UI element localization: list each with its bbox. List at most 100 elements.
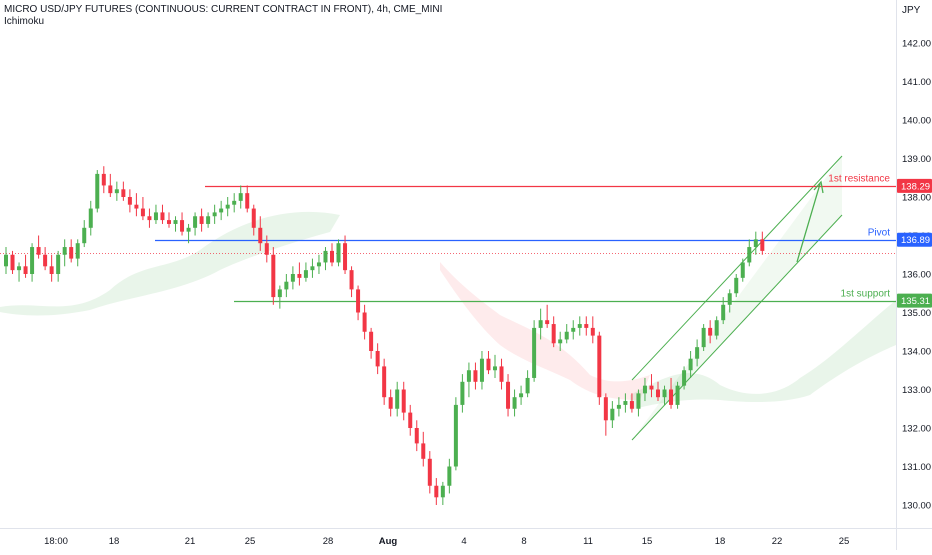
candle-body <box>460 381 465 405</box>
candle-body <box>95 173 100 209</box>
candle-body <box>336 243 341 263</box>
candle-body <box>532 327 537 378</box>
candle-body <box>245 193 250 209</box>
level-label: 1st support <box>841 289 891 300</box>
y-tick-label: 136.00 <box>902 270 931 281</box>
chart-header: MICRO USD/JPY FUTURES (CONTINUOUS: CURRE… <box>4 4 442 28</box>
candle-body <box>388 397 393 409</box>
candle-body <box>271 254 276 298</box>
candle-body <box>571 327 576 332</box>
cloud-bearish <box>440 262 650 400</box>
candle-body <box>310 266 315 271</box>
candle-body <box>36 247 41 255</box>
candle-body <box>453 404 458 467</box>
x-tick-label: 4 <box>461 536 466 547</box>
candle-body <box>238 193 243 201</box>
candle-body <box>232 200 237 205</box>
candle-body <box>662 389 667 398</box>
candle-body <box>564 331 569 340</box>
candle-body <box>323 250 328 263</box>
candle-body <box>23 266 28 274</box>
channel-lower-line <box>631 214 843 441</box>
candle-body <box>75 243 80 259</box>
candle-body <box>486 358 491 371</box>
price-tag-label: 135.31 <box>901 296 930 307</box>
indicator-label: Ichimoku <box>4 16 45 27</box>
candle-body <box>108 185 113 194</box>
x-tick-label: 25 <box>839 536 850 547</box>
chart-title: MICRO USD/JPY FUTURES (CONTINUOUS: CURRE… <box>4 4 443 15</box>
candle-body <box>147 216 152 221</box>
candle-body <box>629 401 634 409</box>
candle-body <box>49 266 54 274</box>
price-tag <box>897 232 932 247</box>
candle-body <box>688 358 693 371</box>
x-tick-label: Aug <box>379 536 398 547</box>
candle-body <box>408 412 413 428</box>
candle-body <box>69 247 74 259</box>
candle-body <box>264 243 269 255</box>
candle-body <box>525 377 530 394</box>
candle-body <box>303 270 308 278</box>
candle-body <box>649 385 654 390</box>
candle-body <box>695 347 700 359</box>
candle-body <box>62 247 67 255</box>
candle-body <box>753 239 758 248</box>
price-tag-label: 136.89 <box>901 235 930 246</box>
candle-body <box>290 274 295 282</box>
candle-body <box>297 274 302 278</box>
candle-body <box>682 370 687 386</box>
candle-body <box>623 401 628 405</box>
candle-body <box>316 262 321 267</box>
candle-body <box>545 320 550 325</box>
projection-arrow-head <box>813 180 824 194</box>
candle-body <box>466 370 471 382</box>
y-tick-label: 141.00 <box>902 77 931 88</box>
candle-body <box>10 254 15 271</box>
candle-body <box>258 227 263 244</box>
candle-body <box>82 227 87 244</box>
candle-body <box>206 216 211 224</box>
y-tick-label: 133.00 <box>902 385 931 396</box>
candle-body <box>362 312 367 332</box>
candle-body <box>538 320 543 328</box>
candle-body <box>479 358 484 382</box>
candle-body <box>134 204 139 209</box>
candle-body <box>160 212 165 221</box>
candle-body <box>642 385 647 394</box>
candle-body <box>734 277 739 294</box>
candle-body <box>153 212 158 221</box>
candle-body <box>512 397 517 409</box>
candle-body <box>4 254 8 267</box>
candle-body <box>225 204 230 209</box>
candle-body <box>356 289 361 313</box>
candle-body <box>440 485 445 498</box>
candle-body <box>193 216 198 228</box>
candle-body <box>114 189 119 194</box>
y-tick-label: 135.00 <box>902 308 931 319</box>
candle-body <box>584 324 589 328</box>
x-tick-label: 28 <box>323 536 334 547</box>
y-tick-label: 130.00 <box>902 501 931 512</box>
level-label: Pivot <box>868 228 890 239</box>
y-tick-label: 132.00 <box>902 424 931 435</box>
y-tick-label: 140.00 <box>902 116 931 127</box>
candle-body <box>382 366 387 398</box>
candle-body <box>56 254 61 274</box>
candle-body <box>558 339 563 344</box>
candle-body <box>251 208 256 228</box>
x-tick-label: 18:00 <box>44 536 68 547</box>
cloud-bullish <box>0 211 340 316</box>
candle-body <box>212 212 217 217</box>
candle-body <box>610 408 615 421</box>
candle-body <box>186 227 191 232</box>
candle-body <box>747 247 752 263</box>
candle-body <box>551 324 556 344</box>
x-tick-label: 8 <box>521 536 526 547</box>
candle-body <box>669 389 674 405</box>
cloud-bullish-2 <box>630 300 896 410</box>
y-tick-label: 131.00 <box>902 462 931 473</box>
candle-body <box>140 208 145 217</box>
